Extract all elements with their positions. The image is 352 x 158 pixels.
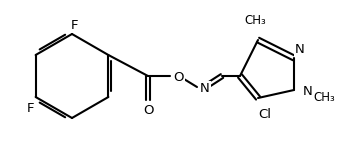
- Text: F: F: [27, 102, 34, 115]
- Text: N: N: [200, 82, 210, 95]
- Text: Cl: Cl: [258, 108, 271, 121]
- Text: N: N: [295, 43, 305, 56]
- Text: O: O: [143, 104, 153, 117]
- Text: CH₃: CH₃: [313, 91, 335, 104]
- Text: N: N: [303, 85, 313, 98]
- Text: O: O: [174, 71, 184, 84]
- Text: F: F: [70, 19, 78, 32]
- Text: CH₃: CH₃: [244, 14, 266, 27]
